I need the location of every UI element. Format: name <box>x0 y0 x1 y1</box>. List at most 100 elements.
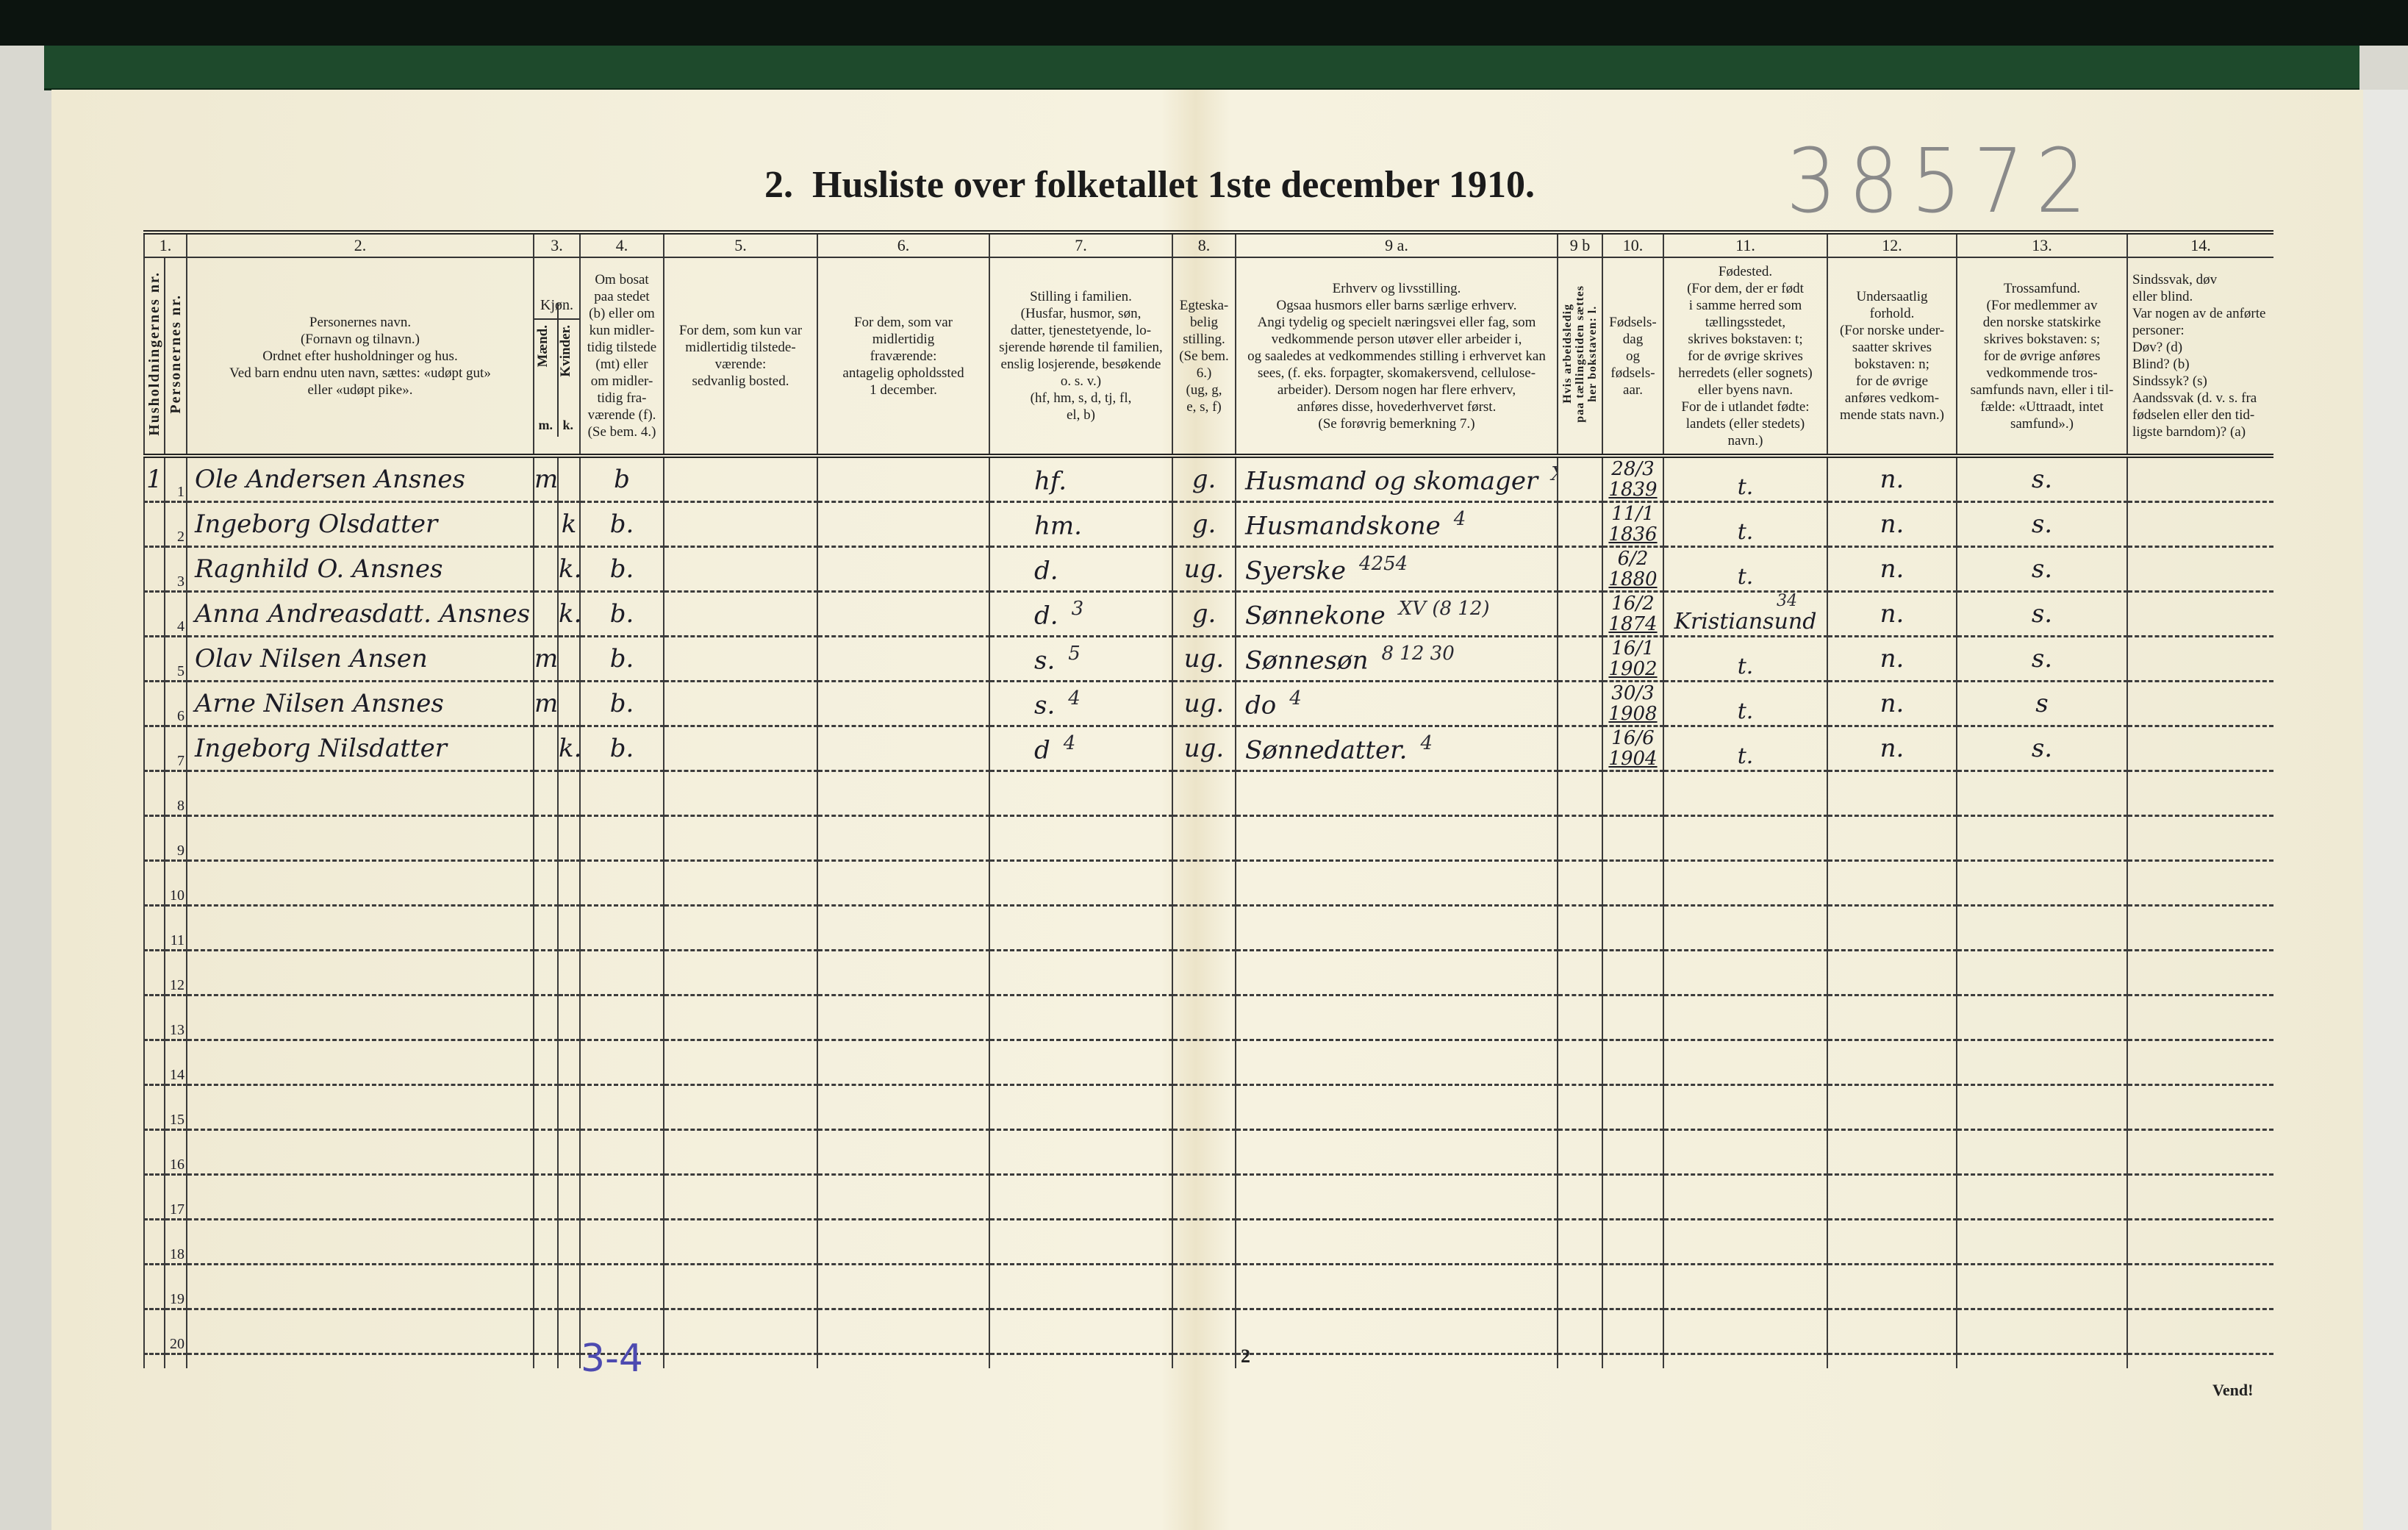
occupation-cell <box>1235 905 1558 951</box>
header-birth-date: Fødsels- dag og fødsels- aar. <box>1602 257 1663 458</box>
sex-female-cell <box>557 1174 580 1220</box>
birth-year: 1839 <box>1608 479 1658 501</box>
name-cell <box>186 1264 534 1310</box>
name-cell <box>186 1129 534 1176</box>
household-nr-cell: 1 <box>143 456 165 503</box>
tail-cell <box>663 1354 817 1368</box>
temp-absent-cell <box>817 501 989 548</box>
residence-cell: b. <box>579 591 664 637</box>
residence-cell: b. <box>579 726 664 772</box>
temp-absent-cell <box>817 905 989 951</box>
birthplace-value: t. <box>1737 474 1754 500</box>
birthplace-cell <box>1663 1040 1827 1086</box>
birthplace-value: t. <box>1737 698 1754 724</box>
birth-date-cell: 11/1 1836 <box>1602 501 1663 548</box>
birthplace-note: 34 <box>1777 592 1797 610</box>
column-number: 2. <box>186 232 534 258</box>
birth-date-cell <box>1602 860 1663 907</box>
person-nr-cell: 10 <box>164 860 187 907</box>
family-position-cell <box>989 1264 1172 1310</box>
birthplace-cell: t. <box>1663 681 1827 727</box>
birth-date-cell <box>1602 771 1663 817</box>
household-nr-cell <box>143 726 165 772</box>
family-position-value: d. <box>1034 556 1058 586</box>
marital-cell: g. <box>1172 591 1236 637</box>
sex-male-cell: m. <box>533 636 558 682</box>
birth-date-cell: 28/3 1839 <box>1602 456 1663 503</box>
table-row: 8 <box>143 771 2273 817</box>
residence-cell: b. <box>579 546 664 593</box>
page-number: 2 <box>1241 1345 1250 1367</box>
temp-absent-cell <box>817 456 989 503</box>
birth-year: 1908 <box>1608 703 1658 725</box>
table-row: 3 Ragnhild O. Ansnes k. b. d. ug. Syerske 4254 6… <box>143 546 2273 593</box>
occupation-cell <box>1235 1174 1558 1220</box>
household-nr-cell <box>143 995 165 1041</box>
name-cell <box>186 1040 534 1086</box>
temp-present-cell <box>663 1040 817 1086</box>
temp-absent-cell <box>817 1174 989 1220</box>
occupation-cell: Sønnedatter. 4 <box>1235 726 1558 772</box>
column-number: 5. <box>663 232 817 258</box>
temp-absent-cell <box>817 995 989 1041</box>
marital-cell <box>1172 1219 1236 1265</box>
disability-cell <box>2126 1264 2273 1310</box>
temp-absent-cell <box>817 1084 989 1131</box>
household-nr-cell <box>143 1264 165 1310</box>
sex-male-cell <box>533 1084 558 1131</box>
unemployed-cell <box>1557 591 1602 637</box>
table-row: 13 <box>143 995 2273 1041</box>
birth-year: 1836 <box>1608 523 1658 546</box>
occupation-cell: Husmand og skomager XV <box>1235 456 1558 503</box>
person-nr-cell: 8 <box>164 771 187 817</box>
birth-day: 28/3 <box>1611 458 1655 480</box>
sex-male-cell <box>533 1040 558 1086</box>
birthplace-cell <box>1663 905 1827 951</box>
tail-cell <box>989 1354 1172 1368</box>
sex-female-cell <box>557 636 580 682</box>
residence-cell: b. <box>579 636 664 682</box>
person-nr-cell: 3 <box>164 546 187 593</box>
birthplace-cell <box>1663 1219 1827 1265</box>
residence-cell: b <box>579 456 664 503</box>
religion-cell <box>1956 1264 2127 1310</box>
sex-male-cell <box>533 1264 558 1310</box>
person-nr-cell: 2 <box>164 501 187 548</box>
religion-cell <box>1956 1040 2127 1086</box>
birthplace-cell <box>1663 815 1827 862</box>
residence-cell <box>579 950 664 996</box>
religion-cell <box>1956 860 2127 907</box>
scan-border-right <box>2363 90 2408 1530</box>
sex-male-cell <box>533 501 558 548</box>
family-position-cell: d. 3 <box>989 591 1172 637</box>
household-nr-cell <box>143 591 165 637</box>
tail-cell <box>1956 1354 2127 1368</box>
birthplace-note <box>1665 683 1827 699</box>
occupation-cell <box>1235 1129 1558 1176</box>
religion-cell: s <box>1956 681 2127 727</box>
birthplace-note <box>1665 1099 1827 1115</box>
unemployed-cell <box>1557 1174 1602 1220</box>
occupation-cell <box>1235 1219 1558 1265</box>
birth-day: 16/2 <box>1611 593 1655 615</box>
person-nr-cell: 16 <box>164 1129 187 1176</box>
tail-cell <box>817 1354 989 1368</box>
temp-absent-cell <box>817 1129 989 1176</box>
person-nr-cell: 13 <box>164 995 187 1041</box>
temp-absent-cell <box>817 1264 989 1310</box>
family-position-cell <box>989 1129 1172 1176</box>
birth-date-cell <box>1602 995 1663 1041</box>
turn-page-label: Vend! <box>2212 1381 2254 1399</box>
tail-cell <box>164 1354 187 1368</box>
family-position-cell <box>989 815 1172 862</box>
religion-cell: s. <box>1956 591 2127 637</box>
birthplace-note <box>1665 875 1827 891</box>
sex-female-cell <box>557 1040 580 1086</box>
temp-absent-cell <box>817 1309 989 1355</box>
header-temp-absent: For dem, som var midlertidig fraværende:… <box>817 257 989 458</box>
sex-male-cell <box>533 1129 558 1176</box>
sex-male-cell <box>533 726 558 772</box>
occupation-note: 4 <box>1289 687 1302 709</box>
family-position-cell <box>989 1219 1172 1265</box>
temp-present-cell <box>663 546 817 593</box>
